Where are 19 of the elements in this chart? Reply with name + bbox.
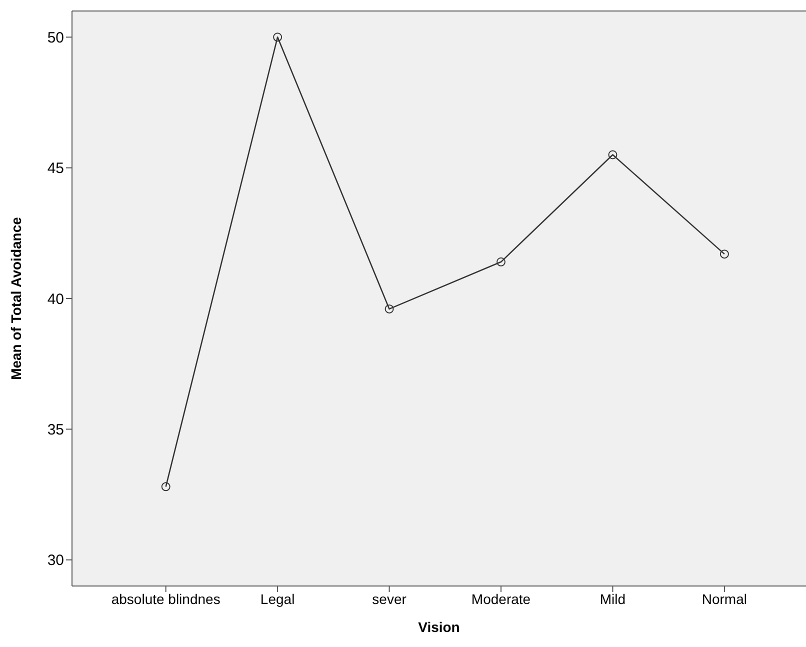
point — [273, 32, 282, 42]
y-tick-label: 30 — [47, 552, 64, 570]
point — [608, 150, 618, 160]
x-tick-label: Normal — [702, 590, 748, 607]
x-tick-label: sever — [372, 590, 407, 607]
x-tick-label: absolute blindnes — [111, 590, 220, 607]
x-tick-label: Mild — [600, 590, 626, 607]
x-axis-title: Vision — [418, 619, 460, 635]
y-axis-title: Mean of Total Avoidance — [8, 216, 24, 380]
point — [720, 250, 729, 259]
y-tick-label: 35 — [47, 422, 64, 439]
point — [496, 257, 506, 266]
y-tick-label: 50 — [47, 29, 64, 46]
point — [384, 304, 394, 314]
y-tick-label: 45 — [47, 160, 64, 178]
x-tick-label: Legal — [260, 590, 295, 607]
x-tick-label: Moderate — [471, 590, 531, 607]
point — [161, 482, 170, 492]
y-tick-label: 40 — [47, 290, 64, 308]
